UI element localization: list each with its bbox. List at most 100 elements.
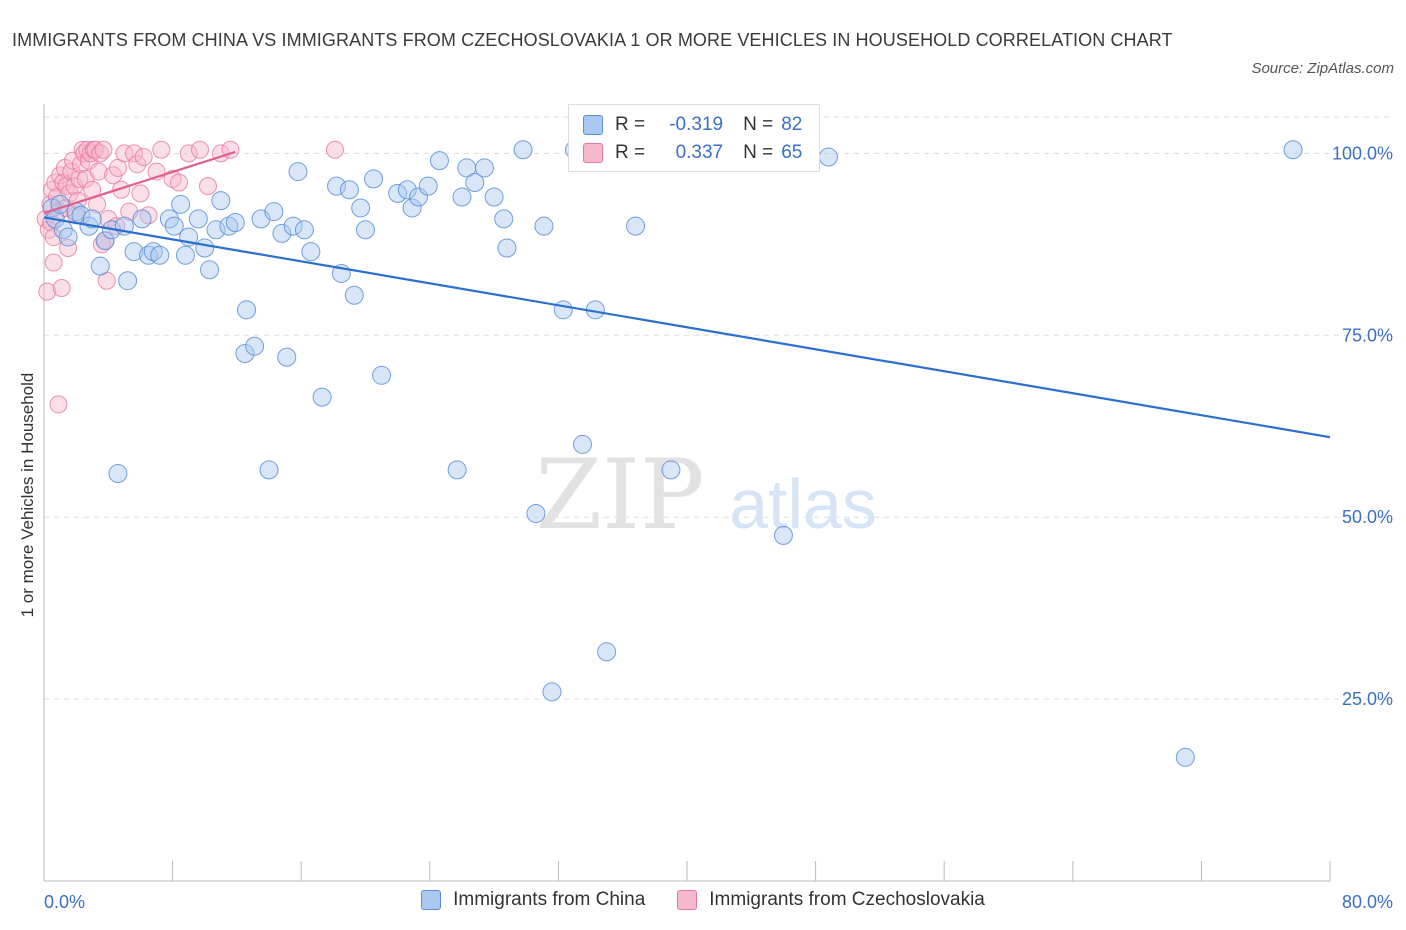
china-point bbox=[264, 202, 284, 222]
china-point bbox=[82, 209, 102, 229]
china-point bbox=[195, 238, 215, 258]
czech-r-value: 0.337 bbox=[675, 142, 724, 163]
czech-point bbox=[179, 144, 198, 163]
china-point bbox=[818, 147, 838, 167]
china-point bbox=[356, 220, 375, 240]
china-point bbox=[573, 434, 593, 454]
china-point bbox=[513, 140, 533, 160]
china-point bbox=[484, 187, 504, 207]
bottom-legend: Immigrants from China Immigrants from Cz… bbox=[0, 889, 1406, 911]
china-point bbox=[150, 245, 170, 265]
china-point bbox=[283, 216, 303, 236]
china-point bbox=[465, 172, 485, 192]
czech-point bbox=[38, 282, 57, 301]
china-point bbox=[143, 242, 163, 262]
chart-title: IMMIGRANTS FROM CHINA VS IMMIGRANTS FROM… bbox=[12, 30, 1173, 50]
china-point bbox=[447, 460, 467, 480]
china-point bbox=[452, 187, 472, 207]
china-point bbox=[1175, 747, 1195, 767]
china-point bbox=[132, 209, 152, 229]
china-point bbox=[339, 180, 359, 200]
china-point bbox=[277, 347, 297, 367]
china-point bbox=[397, 180, 417, 200]
czech-point bbox=[131, 184, 150, 203]
czech-point bbox=[134, 148, 153, 167]
china-point bbox=[429, 151, 449, 171]
china-point bbox=[206, 220, 226, 240]
tick-labels: 25.0% 50.0% 75.0% 100.0% 0.0% 80.0% bbox=[44, 143, 1393, 912]
china-point bbox=[118, 271, 138, 291]
legend-item-china[interactable]: Immigrants from China bbox=[421, 889, 645, 911]
china-point bbox=[474, 158, 494, 178]
czech-n-value: 65 bbox=[781, 142, 803, 163]
czech-point bbox=[198, 177, 217, 196]
china-point bbox=[1283, 140, 1303, 160]
china-point bbox=[225, 213, 245, 233]
czech-point bbox=[139, 206, 158, 225]
x-tick-label-max: 80.0% bbox=[1342, 892, 1393, 912]
czech-point bbox=[49, 395, 68, 414]
czech-point bbox=[52, 278, 71, 297]
china-point bbox=[542, 682, 562, 702]
stats-legend: R = -0.319 N = 82 R = 0.337 N = 65 bbox=[568, 104, 820, 172]
czech-point bbox=[44, 228, 63, 247]
legend-swatch-czech bbox=[677, 890, 698, 910]
czech-point bbox=[94, 140, 113, 159]
china-point bbox=[364, 169, 384, 189]
china-point bbox=[553, 300, 573, 320]
china-point bbox=[175, 245, 195, 265]
china-swatch bbox=[583, 115, 603, 135]
watermark-atlas: atlas bbox=[729, 465, 877, 543]
trend-lines bbox=[43, 150, 1331, 439]
legend-item-czech[interactable]: Immigrants from Czechoslovakia bbox=[677, 889, 985, 911]
china-r-label: R = bbox=[615, 114, 646, 135]
czech-trend-line bbox=[43, 150, 236, 215]
czech-point bbox=[91, 144, 110, 163]
china-point bbox=[494, 209, 514, 229]
china-point bbox=[409, 187, 429, 207]
china-point bbox=[661, 460, 681, 480]
czech-point bbox=[112, 180, 131, 199]
czech-point bbox=[190, 140, 209, 159]
watermark-zip: ZIP bbox=[535, 439, 704, 551]
china-point bbox=[344, 285, 364, 305]
china-point bbox=[95, 231, 115, 251]
china-point bbox=[597, 642, 617, 662]
china-n-label: N = bbox=[743, 114, 774, 135]
china-point bbox=[351, 198, 371, 218]
y-tick-label: 75.0% bbox=[1342, 325, 1393, 345]
china-point bbox=[235, 343, 255, 363]
y-tick-label: 50.0% bbox=[1342, 507, 1393, 527]
china-point bbox=[124, 242, 144, 262]
czech-point bbox=[152, 140, 171, 159]
china-point bbox=[288, 162, 308, 182]
china-trend-line bbox=[43, 216, 1331, 439]
x-tick-label-min: 0.0% bbox=[44, 892, 85, 912]
legend-label-china: Immigrants from China bbox=[453, 889, 646, 910]
china-point bbox=[171, 194, 191, 214]
stats-row-czech: R = 0.337 N = 65 bbox=[583, 141, 802, 165]
czech-point bbox=[125, 144, 144, 163]
legend-swatch-china bbox=[421, 890, 442, 910]
china-point bbox=[402, 198, 422, 218]
china-point bbox=[211, 191, 231, 211]
czech-point bbox=[325, 140, 344, 159]
china-point bbox=[312, 387, 332, 407]
china-point bbox=[294, 220, 314, 240]
grid-lines bbox=[44, 116, 1392, 700]
china-r-value: -0.319 bbox=[669, 114, 724, 135]
czech-points bbox=[36, 140, 344, 414]
china-point bbox=[237, 300, 257, 320]
china-point bbox=[526, 504, 546, 524]
china-points bbox=[42, 140, 1303, 767]
china-point bbox=[272, 223, 292, 243]
y-tick-label: 25.0% bbox=[1342, 689, 1393, 709]
china-point bbox=[497, 238, 517, 258]
china-point bbox=[327, 176, 347, 196]
china-point bbox=[164, 216, 184, 236]
china-point bbox=[372, 365, 392, 385]
china-point bbox=[773, 525, 793, 545]
china-point bbox=[259, 460, 279, 480]
czech-point bbox=[128, 155, 147, 174]
